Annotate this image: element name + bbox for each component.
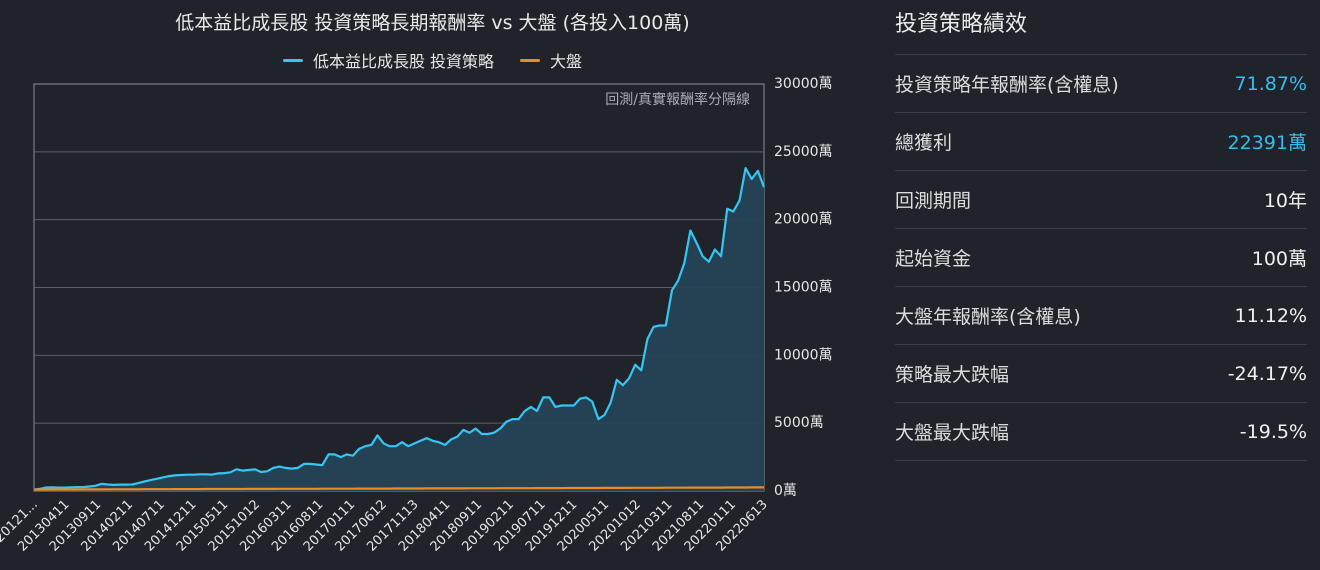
stat-label: 起始資金 [895, 248, 972, 270]
line-chart: 30000萬 25000萬 20000萬 15000萬 10000萬 5000萬 0萬 回測/… [0, 76, 833, 555]
stat-row: 策略最大跌幅 -24.17% [895, 344, 1307, 402]
stat-label: 策略最大跌幅 [895, 364, 1010, 386]
chart-area: 低本益比成長股 投資策略長期報酬率 vs 大盤 (各投入100萬) 低本益比成長… [0, 12, 833, 555]
y-tick-label: 25000萬 [774, 144, 833, 160]
stat-row: 起始資金 100萬 [895, 228, 1307, 286]
series-line-strategy [33, 167, 766, 491]
y-tick-label: 5000萬 [774, 415, 824, 431]
stat-row: 大盤最大跌幅 -19.5% [895, 402, 1307, 461]
legend-label-strategy: 低本益比成長股 投資策略 [312, 52, 495, 71]
stat-label: 投資策略年報酬率(含權息) [895, 74, 1119, 96]
performance-panel: 投資策略績效 投資策略年報酬率(含權息) 71.87% 總獲利 22391萬回測期間 1… [895, 0, 1307, 461]
panel-title: 投資策略績效 [895, 12, 1028, 37]
y-tick-label: 15000萬 [774, 280, 833, 296]
y-tick-label: 30000萬 [774, 76, 833, 92]
stat-row: 回測期間 10年 [895, 170, 1307, 228]
stat-label: 回測期間 [895, 190, 972, 212]
stat-value: 10年 [1263, 190, 1307, 212]
y-tick-label: 10000萬 [774, 347, 833, 363]
stat-row: 投資策略年報酬率(含權息) 71.87% [895, 54, 1307, 112]
legend-swatch-strategy [282, 58, 303, 62]
y-tick-label: 20000萬 [774, 212, 833, 228]
stat-value: -19.5% [1239, 420, 1307, 443]
stat-row: 總獲利 22391萬 [895, 112, 1307, 170]
chart-legend: 低本益比成長股 投資策略 大盤 [0, 48, 865, 72]
stat-label: 大盤年報酬率(含權息) [895, 306, 1081, 328]
series-line-market [34, 486, 764, 491]
legend-swatch-market [520, 58, 541, 62]
stat-value: 71.87% [1234, 72, 1307, 95]
stat-value: -24.17% [1227, 362, 1307, 385]
stat-list: 投資策略年報酬率(含權息) 71.87% 總獲利 22391萬回測期間 10年起始資金 1… [895, 54, 1307, 461]
stat-value: 11.12% [1234, 304, 1307, 327]
stat-row: 大盤年報酬率(含權息) 11.12% [895, 286, 1307, 344]
stat-label: 大盤最大跌幅 [895, 422, 1010, 444]
stat-value: 100萬 [1251, 248, 1307, 270]
legend-item-strategy[interactable]: 低本益比成長股 投資策略 [282, 48, 495, 72]
legend-item-market[interactable]: 大盤 [520, 48, 582, 72]
stat-value: 22391萬 [1227, 132, 1307, 154]
stat-label: 總獲利 [895, 132, 953, 154]
legend-label-market: 大盤 [550, 52, 583, 71]
y-tick-label: 0萬 [774, 483, 797, 499]
series-area-strategy [34, 168, 764, 491]
chart-title: 低本益比成長股 投資策略長期報酬率 vs 大盤 (各投入100萬) [175, 12, 690, 34]
chart-annotation: 回測/真實報酬率分隔線 [605, 91, 750, 108]
